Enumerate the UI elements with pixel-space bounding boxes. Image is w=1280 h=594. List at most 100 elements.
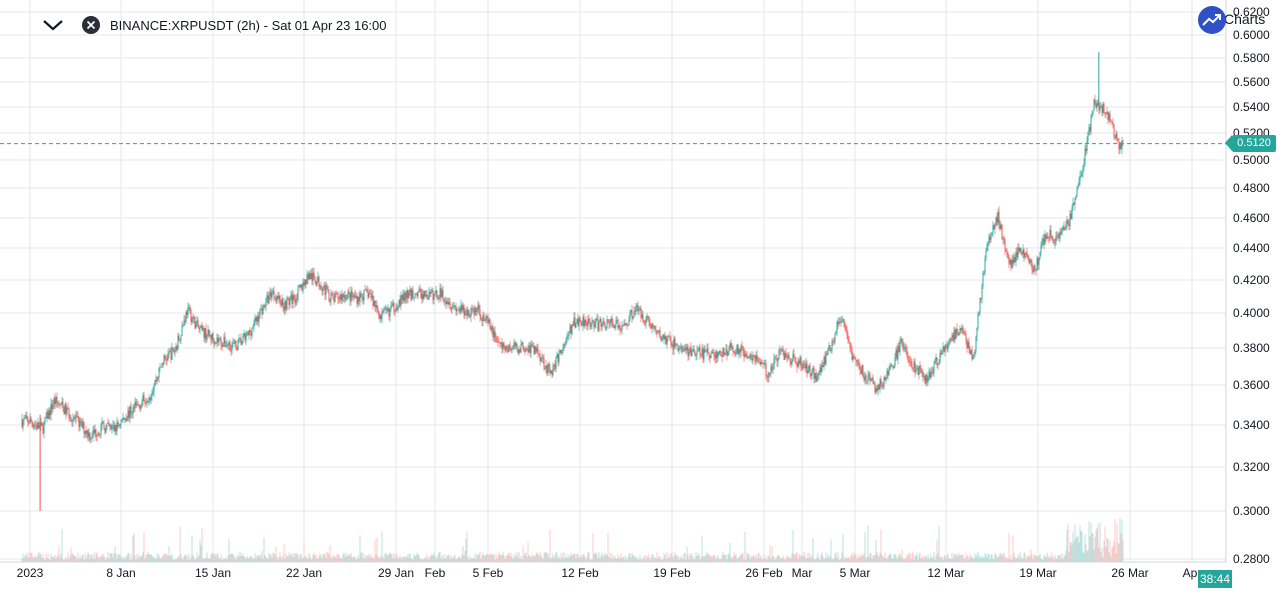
volume-bar [479, 552, 481, 562]
candle-body [194, 316, 196, 329]
volume-bar [331, 558, 333, 562]
candlestick-series [21, 52, 1124, 511]
candle-body [893, 365, 895, 368]
volume-bar [1086, 550, 1088, 562]
volume-bar [572, 554, 574, 562]
volume-bar [622, 557, 624, 562]
candle-body [784, 353, 786, 360]
volume-bar [194, 559, 196, 562]
candle-body [658, 330, 660, 332]
candle-body [567, 335, 569, 337]
volume-bar [85, 558, 87, 562]
volume-bar [1078, 542, 1080, 562]
brand[interactable]: Charts [1198, 4, 1280, 36]
candle-body [1094, 99, 1096, 104]
volume-bar [774, 559, 776, 562]
candle-body [294, 299, 296, 304]
volume-bar [390, 554, 392, 562]
volume-bar [240, 552, 242, 562]
candle-body [939, 352, 941, 364]
volume-bar [64, 558, 66, 562]
candle-body [379, 315, 381, 319]
candle-body [342, 293, 344, 298]
volume-bar [88, 554, 90, 562]
volume-bar [967, 556, 969, 562]
volume-bar [563, 559, 565, 562]
volume-bar [257, 555, 259, 562]
volume-bar [679, 556, 681, 562]
candle-body [825, 353, 827, 365]
candle-body [850, 347, 852, 350]
volume-bar [641, 557, 643, 562]
volume-bar [1069, 542, 1071, 562]
volume-bar [978, 557, 980, 562]
candle-body [738, 349, 740, 354]
candle-body [800, 357, 802, 368]
volume-bar [562, 552, 564, 562]
volume-bar [411, 558, 413, 562]
candle-body [946, 345, 948, 349]
candle-body [1017, 247, 1019, 258]
volume-bar [862, 555, 864, 562]
volume-bar [937, 553, 939, 562]
volume-bar [722, 552, 724, 562]
candle-body [749, 354, 751, 358]
candle-body [255, 317, 257, 322]
candle-body [161, 363, 163, 367]
candle-body [794, 358, 796, 362]
volume-bar [665, 558, 667, 562]
candle-body [486, 315, 488, 319]
candle-body [117, 421, 119, 426]
volume-bar [1028, 554, 1030, 562]
volume-bar [828, 557, 830, 562]
volume-bars [21, 518, 1124, 562]
volume-bar [805, 558, 807, 562]
volume-bar [388, 553, 390, 562]
candle-body [502, 343, 504, 350]
volume-bar [246, 556, 248, 562]
volume-bar [1070, 541, 1072, 562]
volume-bar [405, 557, 407, 562]
candle-body [688, 352, 690, 357]
candle-body [471, 308, 473, 310]
candle-body [476, 310, 478, 312]
candle-body [459, 308, 461, 312]
candle-body [697, 349, 699, 351]
volume-bar [874, 554, 876, 562]
candle-body [1112, 123, 1114, 125]
volume-bar [814, 559, 816, 562]
volume-bar [32, 557, 34, 562]
volume-bar [415, 555, 417, 562]
volume-bar [1042, 559, 1044, 562]
candle-body [25, 415, 27, 419]
volume-bar [617, 554, 619, 562]
volume-bar [305, 555, 307, 562]
candle-body [1003, 238, 1005, 241]
candle-body [289, 299, 291, 305]
candle-body [33, 425, 35, 428]
candle-body [253, 320, 255, 327]
close-circle-icon[interactable] [82, 16, 100, 34]
volume-bar [752, 556, 754, 562]
chevron-down-icon[interactable] [40, 14, 66, 36]
candle-body [479, 309, 481, 317]
candle-body [66, 407, 68, 414]
candle-body [198, 327, 200, 330]
volume-bar [942, 559, 944, 562]
trend-up-logo-icon[interactable] [1198, 6, 1226, 34]
candle-body [687, 346, 689, 357]
volume-bar [482, 552, 484, 562]
volume-bar [289, 555, 291, 562]
volume-bar [751, 557, 753, 562]
candle-body [666, 337, 668, 345]
candle-body [585, 319, 587, 324]
volume-bar [1019, 552, 1021, 562]
candle-body [313, 272, 315, 278]
volume-bar [440, 558, 442, 562]
volume-bar [659, 556, 661, 562]
candle-body [707, 348, 709, 354]
volume-bar [609, 552, 611, 562]
volume-bar [425, 558, 427, 562]
candle-body [960, 328, 962, 330]
